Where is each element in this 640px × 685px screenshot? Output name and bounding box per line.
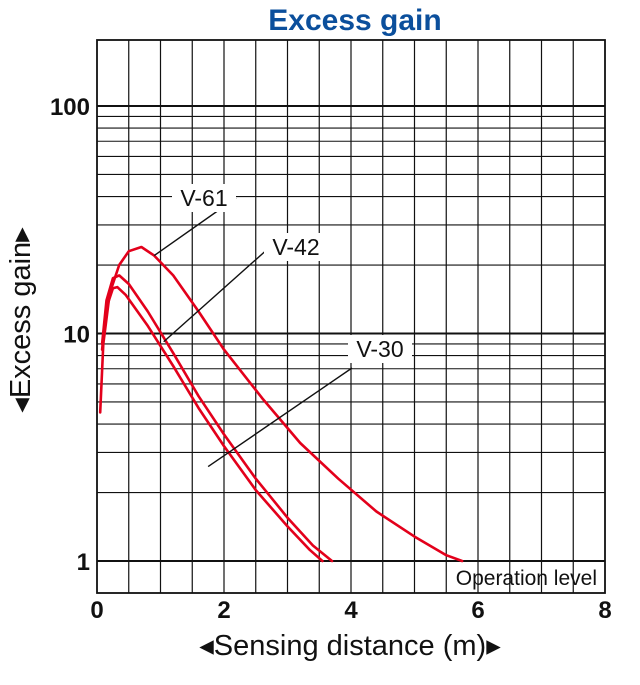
x-tick-label: 6 — [471, 597, 484, 624]
y-tick-label: 100 — [50, 94, 90, 121]
series-line-v-30 — [100, 285, 324, 563]
tick-labels: 0 2 4 6 8 1 10 100 — [50, 94, 612, 624]
series-label-v-61: V-61 — [180, 185, 227, 211]
operation-level-label: Operation level — [456, 567, 597, 590]
series-line-v-61 — [98, 245, 464, 563]
x-tick-label: 2 — [217, 597, 230, 624]
series-label-v-30: V-30 — [356, 336, 403, 362]
x-axis-label: ◂Sensing distance (m)▸ — [199, 630, 501, 662]
x-tick-label: 4 — [344, 597, 358, 624]
x-tick-label: 0 — [90, 597, 103, 624]
series-label-v-42: V-42 — [272, 234, 319, 260]
y-axis-label: ◂Excess gain▸ — [5, 227, 37, 413]
y-tick-label: 1 — [77, 549, 90, 576]
series-label-bg-v-61 — [172, 184, 236, 212]
x-tick-label: 8 — [598, 597, 611, 624]
chart-title: Excess gain — [268, 4, 441, 37]
series-group — [98, 245, 464, 563]
series-label-bg-v-30 — [348, 335, 412, 363]
leader-line-v-30 — [207, 367, 353, 468]
leader-line-v-42 — [163, 246, 271, 343]
series-line-v-42 — [100, 274, 334, 563]
grid — [96, 39, 606, 594]
series-labels: V-61 V-42 V-30 — [153, 184, 412, 468]
y-tick-label: 10 — [63, 322, 90, 349]
series-label-bg-v-42 — [264, 233, 328, 261]
